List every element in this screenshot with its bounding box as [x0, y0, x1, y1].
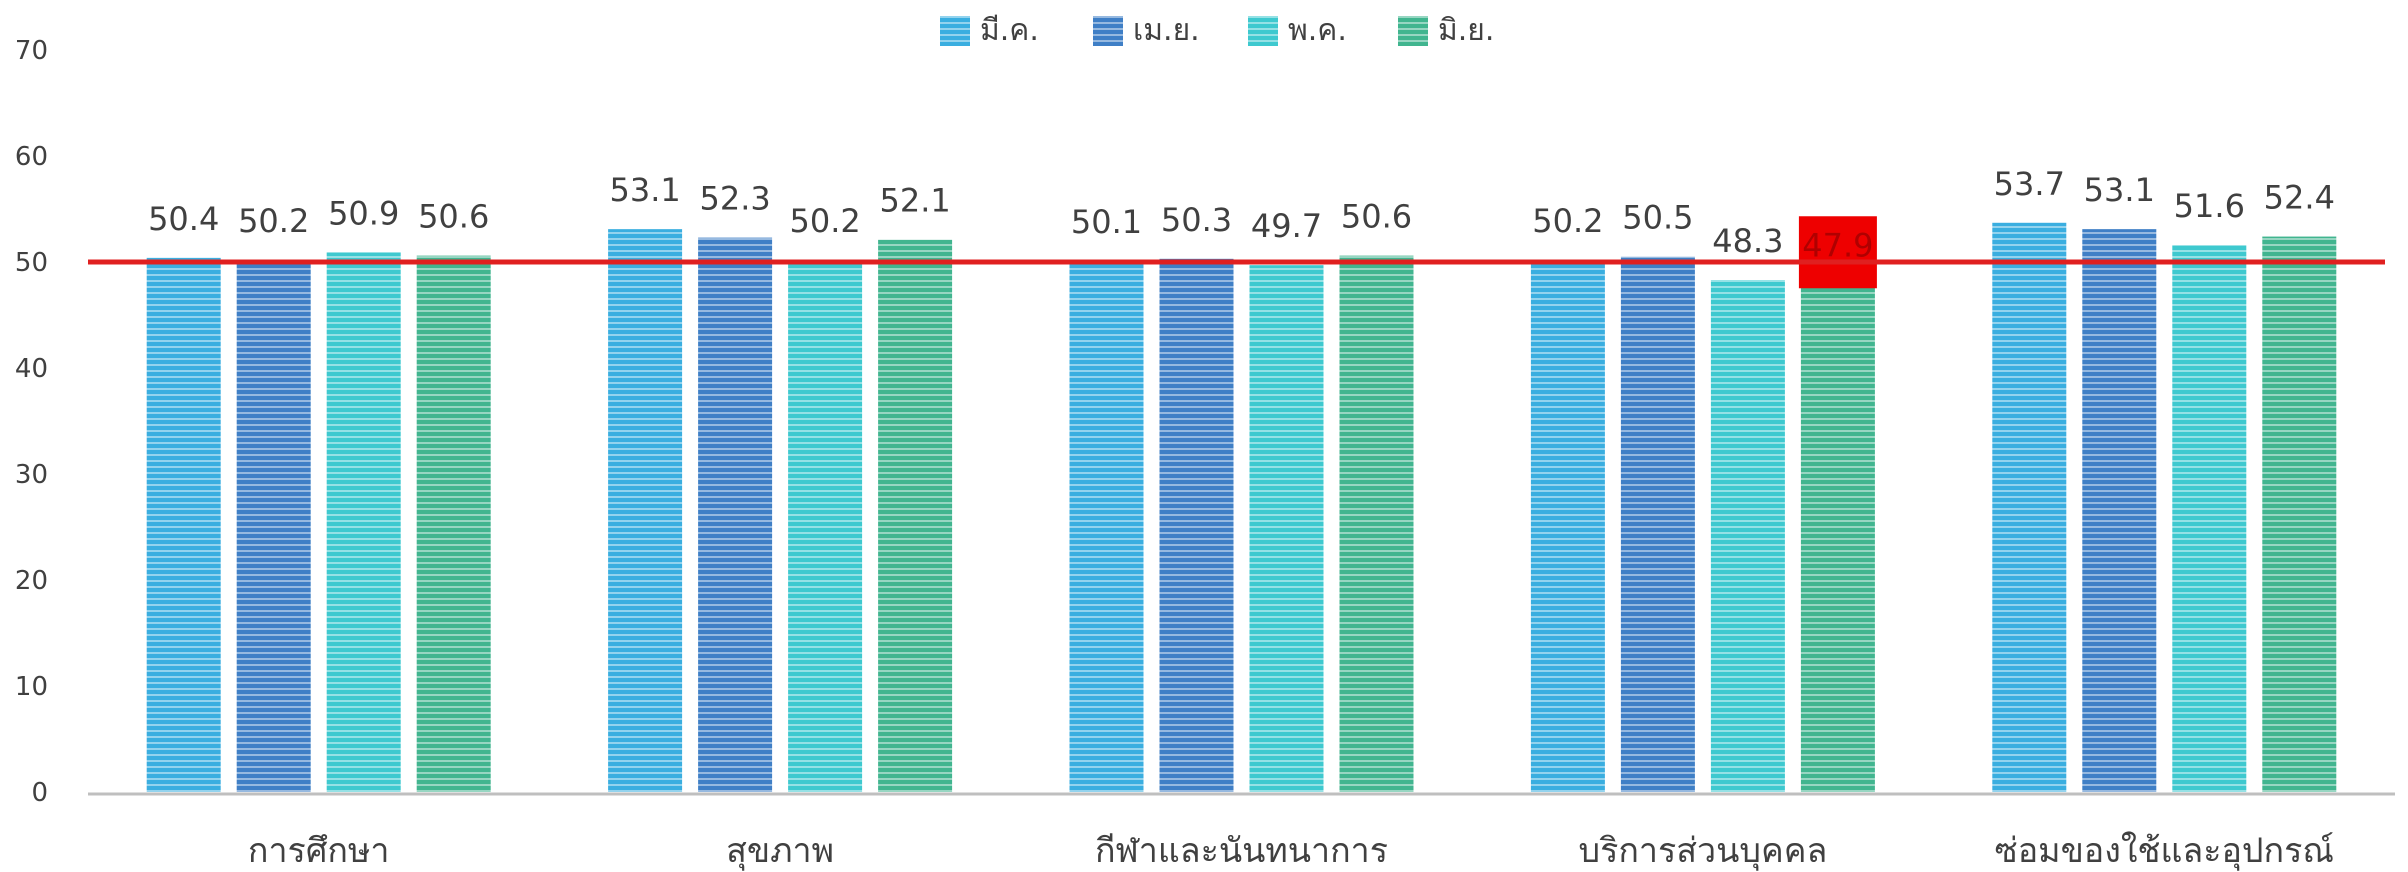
data-label: 50.1	[1071, 203, 1142, 241]
x-axis: การศึกษา สุขภาพ กีฬาและนันทนาการ บริการส่วน…	[88, 792, 2395, 871]
data-label: 50.3	[1161, 201, 1232, 239]
y-tick-label: 10	[15, 672, 48, 702]
data-label: 52.1	[879, 182, 950, 220]
data-label: 52.4	[2264, 179, 2335, 217]
bar	[416, 255, 491, 792]
data-label: 47.9	[1802, 226, 1873, 264]
legend-swatch	[1093, 16, 1123, 46]
data-label: 50.2	[1532, 202, 1603, 240]
legend-swatch	[1248, 16, 1278, 46]
bar	[1069, 260, 1144, 792]
legend-label: มี.ค.	[980, 13, 1039, 48]
category-label: ซ่อมของใช้และอุปกรณ์	[1995, 831, 2334, 871]
category-label: บริการส่วนบุคคล	[1579, 831, 1828, 871]
data-label: 53.1	[609, 171, 680, 209]
highlight-box	[1798, 216, 1877, 289]
legend-swatch	[1398, 16, 1428, 46]
data-label: 48.3	[1712, 222, 1783, 260]
bars-group	[146, 222, 2337, 793]
data-label: 50.2	[789, 202, 860, 240]
bar	[236, 259, 311, 792]
data-label: 50.6	[418, 198, 489, 236]
bar	[1710, 280, 1785, 792]
data-label: 50.9	[328, 194, 399, 232]
y-tick-label: 50	[15, 248, 48, 278]
bar	[2172, 245, 2247, 793]
bar	[788, 259, 863, 792]
bar	[608, 229, 683, 792]
y-tick-label: 0	[31, 778, 48, 808]
data-label: 50.6	[1341, 198, 1412, 236]
data-label: 50.2	[238, 202, 309, 240]
bar	[326, 252, 401, 792]
bar	[1800, 284, 1875, 792]
data-label: 50.5	[1622, 199, 1693, 237]
bar	[146, 257, 221, 792]
data-labels: 50.4 50.2 50.9 50.6 53.1 52.3 50.2 52.1 50.1 50.3…	[148, 165, 2335, 289]
bar	[2262, 236, 2337, 792]
bar	[1339, 255, 1414, 792]
y-axis: 0 10 20 30 40 50 60 70	[15, 36, 48, 808]
category-label: สุขภาพ	[726, 831, 834, 871]
y-tick-label: 70	[15, 36, 48, 66]
y-tick-label: 40	[15, 354, 48, 384]
category-label: การศึกษา	[248, 831, 390, 871]
bar	[1530, 259, 1605, 792]
bar	[1159, 258, 1234, 792]
legend-swatch	[940, 16, 970, 46]
data-label: 51.6	[2174, 187, 2245, 225]
legend-label: มิ.ย.	[1438, 13, 1494, 48]
bar	[878, 239, 953, 793]
chart-legend: มี.ค. เม.ย. พ.ค. มิ.ย.	[940, 13, 1494, 48]
data-label: 52.3	[699, 180, 770, 218]
bar	[1249, 265, 1324, 792]
legend-label: เม.ย.	[1133, 13, 1200, 48]
legend-label: พ.ค.	[1288, 13, 1347, 48]
data-label: 50.4	[148, 200, 219, 238]
bar	[1620, 256, 1695, 792]
y-tick-label: 60	[15, 142, 48, 172]
bar	[698, 237, 773, 792]
data-label: 53.7	[1994, 165, 2065, 203]
data-label: 49.7	[1251, 207, 1322, 245]
y-tick-label: 30	[15, 460, 48, 490]
bar	[1992, 222, 2067, 792]
category-label: กีฬาและนันทนาการ	[1095, 831, 1388, 871]
y-tick-label: 20	[15, 566, 48, 596]
data-label: 53.1	[2084, 171, 2155, 209]
bar	[2082, 229, 2157, 792]
